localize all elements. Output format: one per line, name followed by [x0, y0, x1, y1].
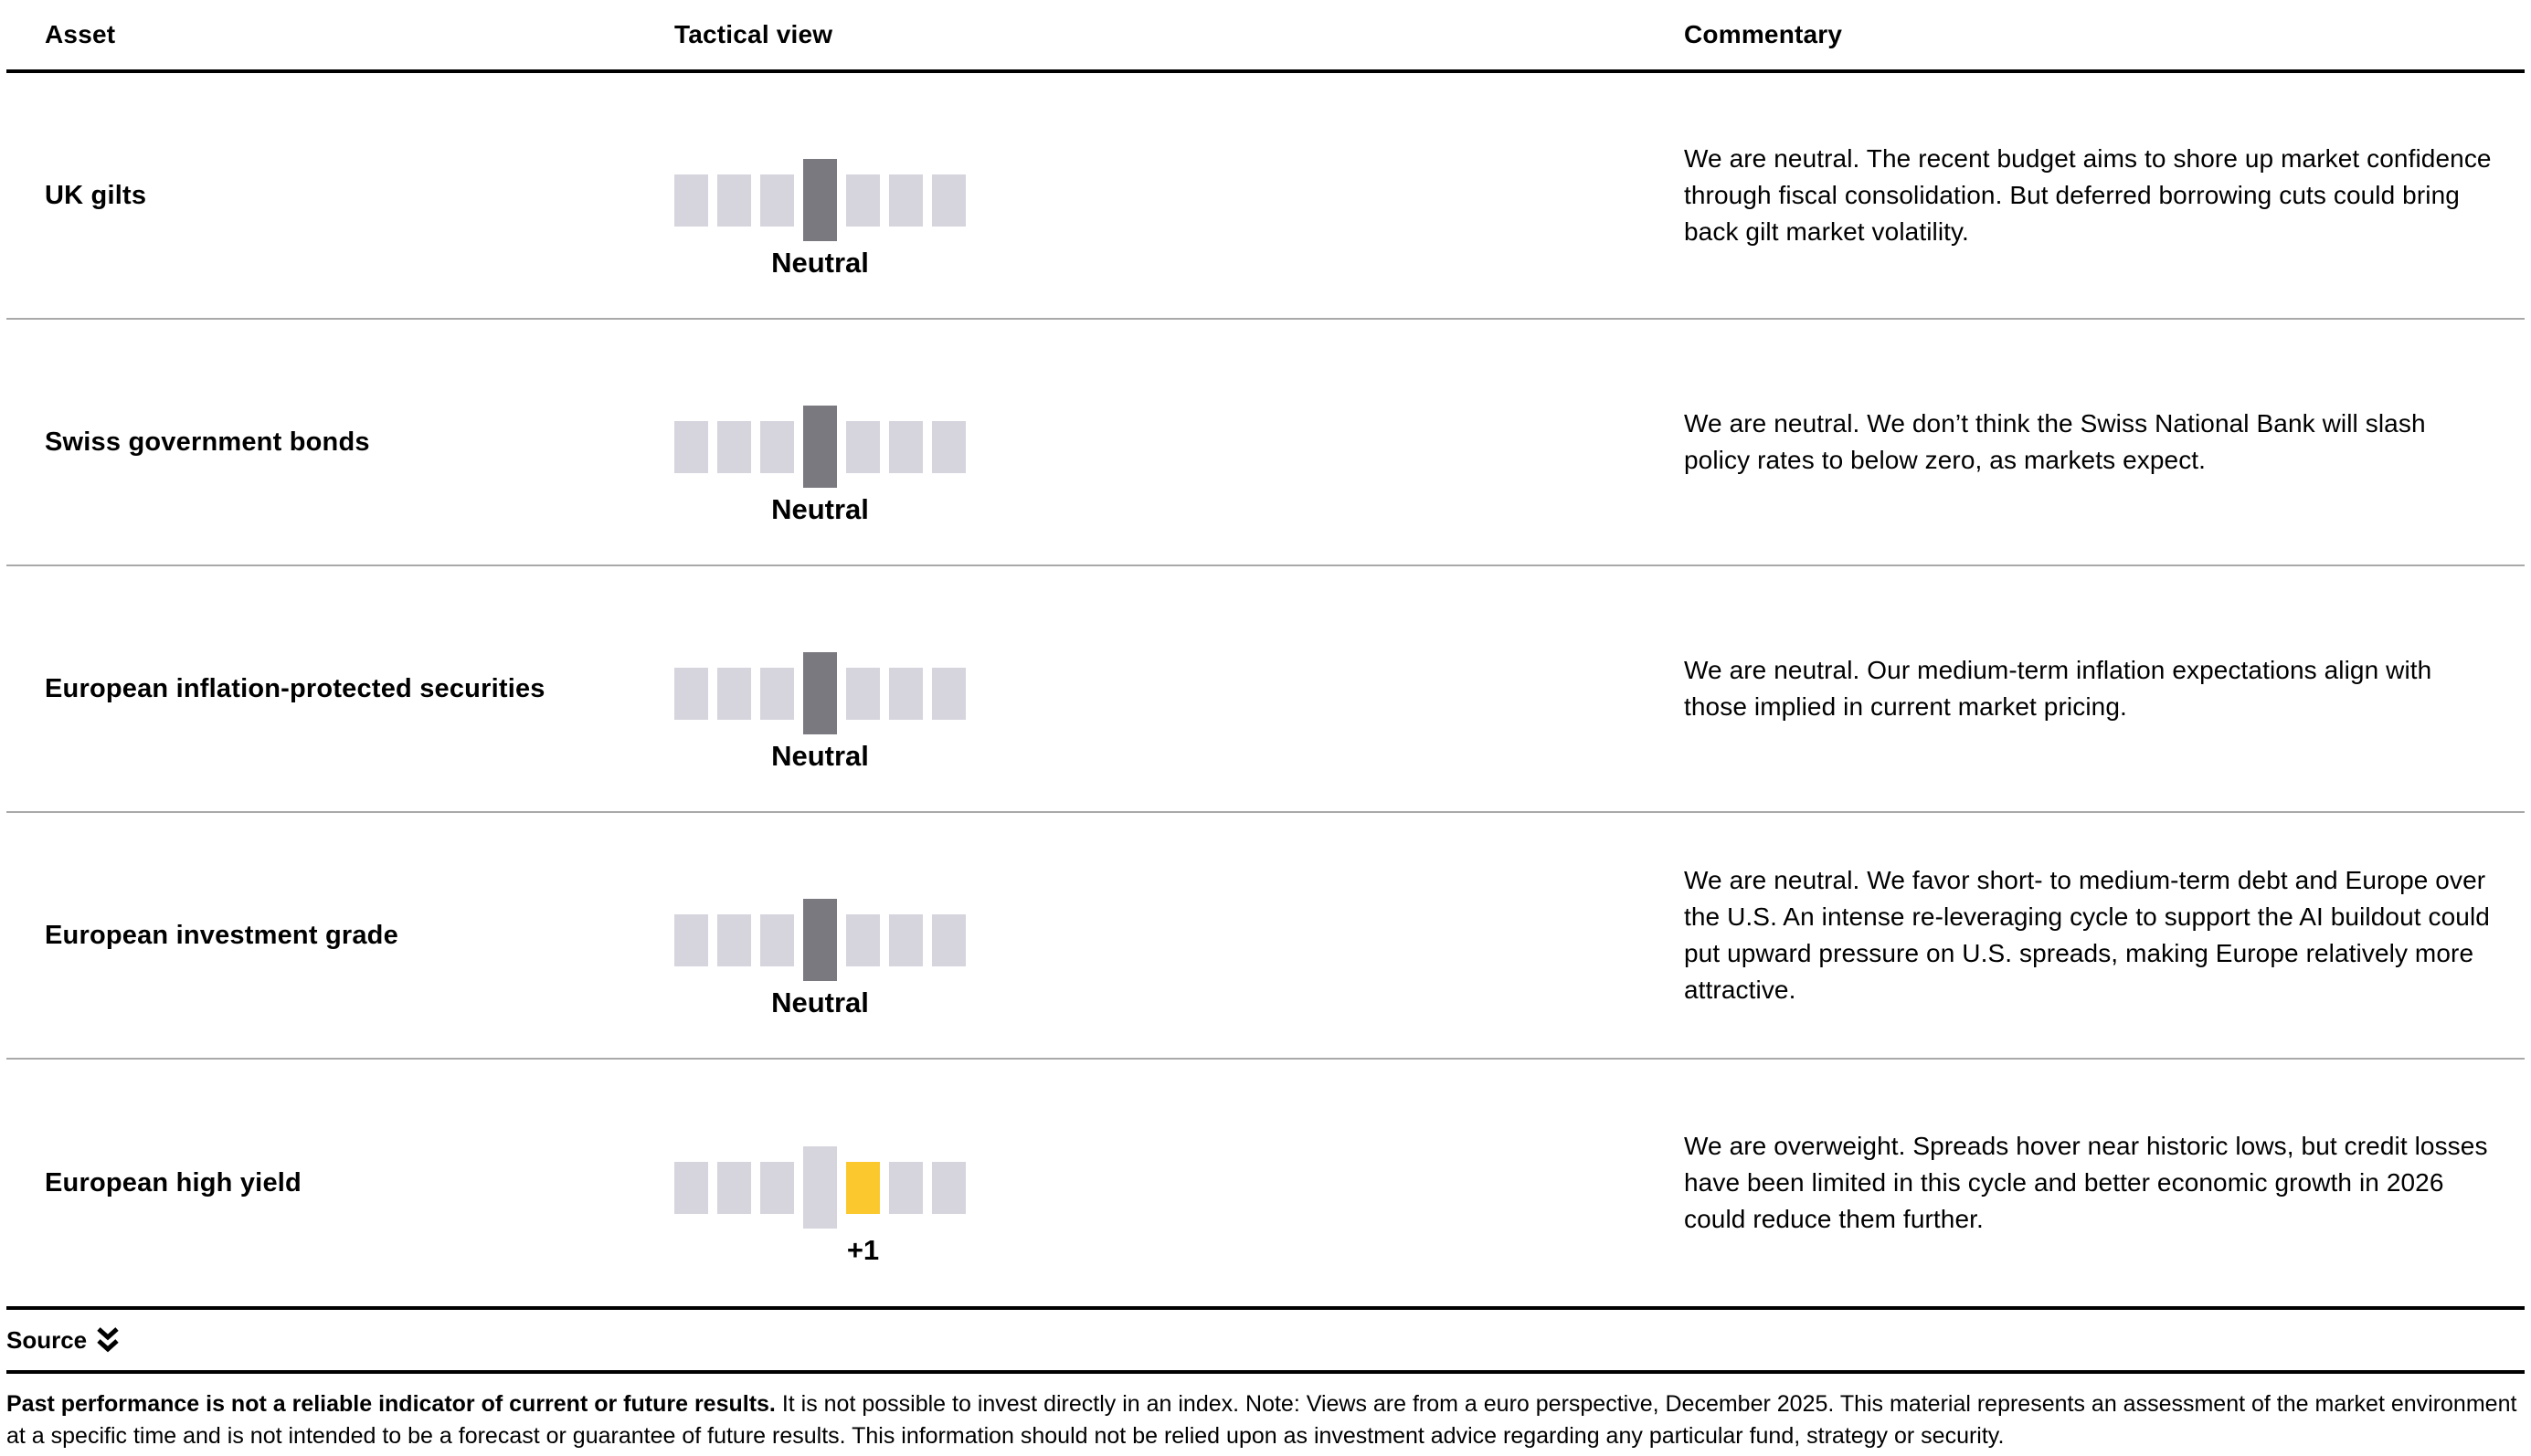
view-square: [889, 913, 923, 966]
asset-cell: European investment grade: [6, 813, 674, 1058]
active-view-square: [803, 652, 837, 734]
commentary-text: We are overweight. Spreads hover near hi…: [1684, 1132, 2488, 1233]
commentary-text: We are neutral. The recent budget aims t…: [1684, 144, 2492, 246]
active-view-square: [803, 406, 837, 488]
view-square: [760, 1161, 794, 1214]
view-square: [846, 174, 880, 227]
view-square: [932, 1161, 966, 1214]
asset-name: European high yield: [45, 1167, 302, 1198]
view-square: [932, 420, 966, 473]
view-label: Neutral: [771, 986, 869, 1018]
view-label: Neutral: [771, 740, 869, 772]
active-view-square: [803, 159, 837, 241]
view-square: [803, 1146, 837, 1229]
view-square: [846, 667, 880, 720]
view-label: Neutral: [771, 493, 869, 525]
asset-cell: Swiss government bonds: [6, 320, 674, 564]
tactical-view-meter: Neutral: [674, 159, 966, 279]
view-square: [674, 667, 708, 720]
view-square: [674, 1161, 708, 1214]
asset-name: European investment grade: [45, 920, 398, 950]
commentary-cell: We are neutral. The recent budget aims t…: [1684, 73, 2525, 318]
tactical-view-meter: Neutral: [674, 899, 966, 1018]
table-row: European high yield +1 We are overweight…: [6, 1060, 2525, 1306]
commentary-cell: We are overweight. Spreads hover near hi…: [1684, 1060, 2525, 1306]
commentary-text: We are neutral. Our medium-term inflatio…: [1684, 656, 2432, 721]
tactical-view-meter-wrap: Neutral: [674, 150, 966, 279]
tactical-view-cell: +1: [674, 1060, 1684, 1306]
table-body: UK gilts Neutral We are neutral. The rec…: [6, 73, 2525, 1310]
table-row: European inflation-protected securities …: [6, 566, 2525, 813]
view-label: Neutral: [771, 247, 869, 279]
tactical-view-meter-wrap: Neutral: [674, 890, 966, 1018]
chevron-double-down-icon[interactable]: [96, 1326, 120, 1354]
column-header-asset: Asset: [45, 20, 116, 48]
active-view-square: [803, 899, 837, 981]
asset-cell: UK gilts: [6, 73, 674, 318]
view-square: [717, 913, 751, 966]
view-square: [674, 420, 708, 473]
tactical-view-cell: Neutral: [674, 320, 1684, 564]
view-square: [889, 1161, 923, 1214]
view-square: [932, 913, 966, 966]
view-label: +1: [846, 1234, 880, 1266]
view-square: [717, 174, 751, 227]
asset-name: Swiss government bonds: [45, 427, 370, 457]
view-square: [760, 913, 794, 966]
asset-cell: European high yield: [6, 1060, 674, 1306]
view-square: [760, 667, 794, 720]
commentary-text: We are neutral. We favor short- to mediu…: [1684, 866, 2490, 1004]
disclaimer-body: It is not possible to invest directly in…: [6, 1391, 2517, 1449]
asset-name: UK gilts: [45, 180, 147, 210]
tactical-view-cell: Neutral: [674, 813, 1684, 1058]
disclaimer-bold-lead: Past performance is not a reliable indic…: [6, 1391, 776, 1417]
commentary-cell: We are neutral. We favor short- to mediu…: [1684, 813, 2525, 1058]
view-square: [717, 420, 751, 473]
asset-cell: European inflation-protected securities: [6, 566, 674, 811]
source-row: Source: [6, 1310, 2525, 1374]
tactical-view-meter-wrap: Neutral: [674, 643, 966, 772]
view-square: [717, 1161, 751, 1214]
commentary-cell: We are neutral. Our medium-term inflatio…: [1684, 566, 2525, 811]
tactical-view-meter-wrap: Neutral: [674, 396, 966, 525]
view-square: [846, 420, 880, 473]
tactical-view-meter: +1: [674, 1146, 966, 1266]
tactical-view-meter: Neutral: [674, 406, 966, 525]
table-row: UK gilts Neutral We are neutral. The rec…: [6, 73, 2525, 320]
disclaimer-text: Past performance is not a reliable indic…: [6, 1388, 2525, 1452]
table-row: Swiss government bonds Neutral We are ne…: [6, 320, 2525, 566]
tactical-view-cell: Neutral: [674, 73, 1684, 318]
tactical-view-meter-wrap: +1: [674, 1137, 966, 1266]
column-header-commentary: Commentary: [1684, 20, 1843, 48]
table-row: European investment grade Neutral We are…: [6, 813, 2525, 1060]
view-square: [717, 667, 751, 720]
tactical-view-cell: Neutral: [674, 566, 1684, 811]
tactical-view-meter: Neutral: [674, 652, 966, 772]
view-square: [674, 913, 708, 966]
view-square: [760, 420, 794, 473]
view-square: [674, 174, 708, 227]
source-label[interactable]: Source: [6, 1325, 88, 1354]
view-square: [889, 174, 923, 227]
view-square: [889, 667, 923, 720]
view-square: [932, 667, 966, 720]
view-square: [760, 174, 794, 227]
asset-name: European inflation-protected securities: [45, 673, 545, 703]
column-header-tactical-view: Tactical view: [674, 20, 833, 48]
view-square: [932, 174, 966, 227]
view-square: [846, 913, 880, 966]
table-header-row: Asset Tactical view Commentary: [6, 0, 2525, 73]
active-view-square: [846, 1161, 880, 1214]
view-square: [889, 420, 923, 473]
commentary-cell: We are neutral. We don’t think the Swiss…: [1684, 320, 2525, 564]
commentary-text: We are neutral. We don’t think the Swiss…: [1684, 409, 2426, 474]
